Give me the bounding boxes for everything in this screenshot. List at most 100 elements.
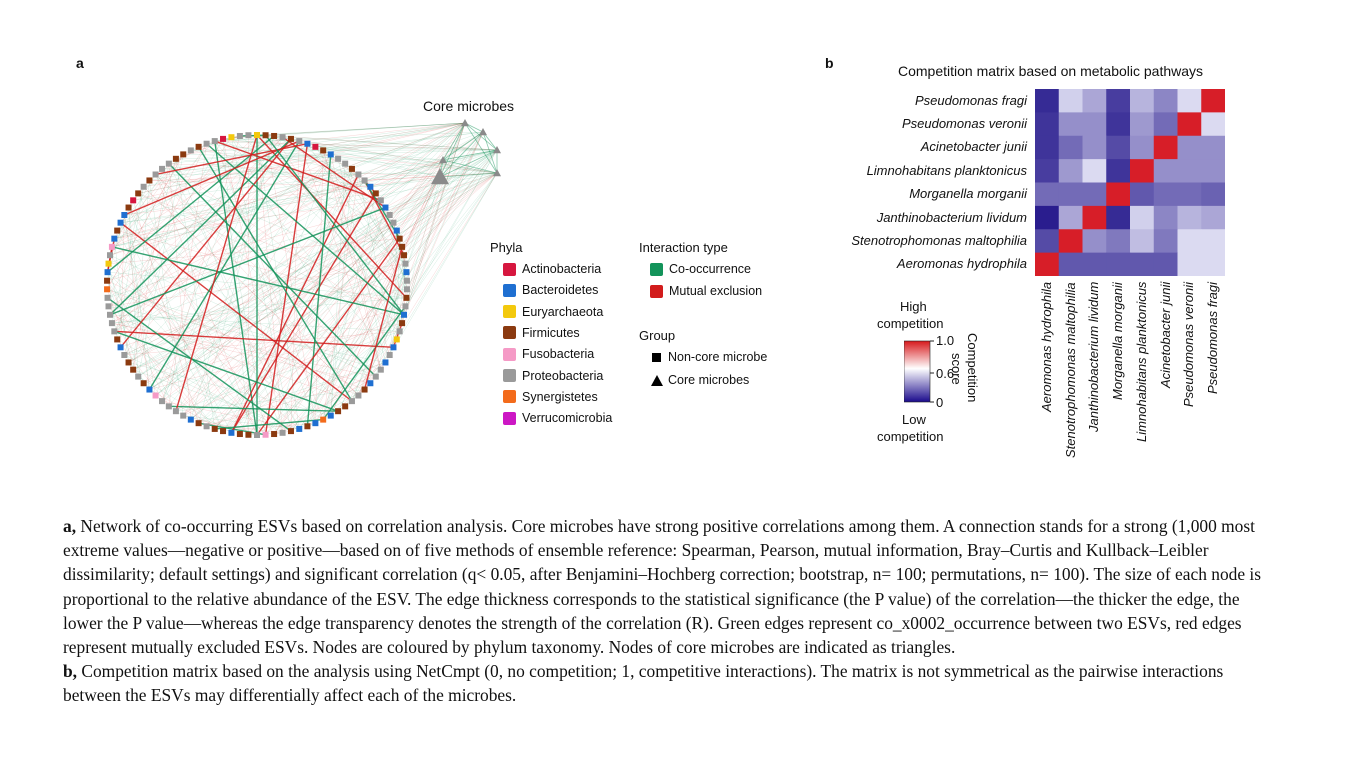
phylum-swatch	[503, 411, 516, 425]
network-edge	[307, 207, 386, 427]
network-edge	[370, 159, 444, 188]
network-edge	[168, 163, 192, 420]
network-edge	[265, 134, 498, 151]
network-edge	[124, 158, 177, 356]
heatmap-cell	[1153, 112, 1178, 137]
network-edge	[149, 389, 224, 432]
network-edge	[273, 131, 484, 435]
heatmap-cell	[1153, 89, 1178, 113]
network-edge	[206, 131, 484, 144]
heatmap-cell	[1035, 159, 1060, 183]
heatmap-cell	[1082, 182, 1107, 207]
network-edge	[214, 140, 359, 175]
network-edge	[107, 172, 498, 299]
network-edge	[149, 322, 403, 390]
network-node	[279, 134, 286, 141]
legend-low-competition: competition	[877, 429, 944, 444]
network-edge	[138, 154, 331, 194]
heatmap-cell	[1201, 112, 1225, 137]
network-edge	[107, 271, 324, 420]
network-edge	[214, 159, 444, 430]
network-edge	[406, 176, 441, 298]
network-edge	[315, 176, 441, 424]
network-node	[195, 420, 202, 427]
phylum-label: Bacteroidetes	[522, 283, 599, 298]
network-edge	[124, 214, 156, 396]
network-edge	[273, 376, 376, 435]
square-icon	[652, 352, 661, 362]
network-edge	[128, 362, 331, 416]
network-edge-strong	[111, 246, 405, 316]
network-edge	[231, 222, 394, 433]
network-node	[390, 219, 397, 226]
network-edge	[155, 149, 498, 396]
core-edge	[482, 131, 498, 174]
network-edge	[256, 134, 300, 429]
network-edge	[120, 154, 184, 223]
heatmap-cell	[1035, 229, 1060, 254]
interaction-legend-title: Interaction type	[639, 240, 728, 255]
heatmap-cell	[1153, 205, 1178, 230]
network-node	[236, 431, 243, 438]
network-edge	[155, 174, 300, 430]
network-node	[296, 138, 303, 145]
network-edge	[124, 172, 498, 356]
network-edge	[231, 137, 407, 299]
core-edge	[464, 122, 498, 151]
network-edge	[323, 122, 466, 151]
network-node	[312, 143, 319, 150]
heatmap-row-label: Morganella morganii	[909, 186, 1027, 202]
network-node	[140, 380, 147, 387]
heatmap-cell	[1177, 252, 1202, 276]
network-edge	[111, 297, 407, 324]
network-node	[403, 269, 410, 276]
caption-b: b, Competition matrix based on the analy…	[63, 659, 1283, 707]
network-node	[382, 204, 389, 211]
network-node	[320, 416, 327, 423]
heatmap-cell	[1201, 252, 1225, 276]
network-node	[262, 431, 269, 438]
network-edge	[168, 163, 441, 178]
heatmap-cell	[1153, 252, 1178, 276]
network-node	[327, 151, 334, 158]
network-edge	[206, 174, 359, 427]
heatmap-row-label: Pseudomonas veronii	[901, 116, 1027, 132]
network-edge	[143, 154, 331, 384]
heatmap-cell	[1035, 112, 1060, 137]
mutual-exclusion-label: Mutual exclusion	[669, 284, 763, 298]
legend-high-competition: competition	[877, 316, 944, 331]
network-edge	[138, 376, 232, 434]
network-node	[104, 294, 111, 301]
legend-low: Low	[902, 412, 926, 427]
network-edge-strong	[175, 134, 258, 412]
network-edge	[401, 122, 466, 324]
panel-b-letter: b	[825, 55, 834, 71]
network-edge	[114, 138, 224, 332]
phylum-label: Verrucomicrobia	[522, 411, 613, 426]
heatmap-column-label: Acinetobacter junii	[1157, 281, 1173, 388]
network-node	[403, 286, 410, 293]
network-edge	[222, 193, 376, 432]
network-edge	[149, 149, 498, 390]
network-node	[254, 432, 260, 438]
network-edge-strong	[120, 138, 292, 348]
network-edge	[155, 174, 376, 377]
network-node	[271, 132, 278, 139]
heatmap-cell	[1082, 89, 1107, 113]
network-node	[130, 197, 137, 204]
core-node	[493, 169, 501, 177]
network-node	[367, 183, 374, 190]
heatmap-cell	[1106, 252, 1131, 276]
heatmap-cell	[1177, 159, 1202, 183]
network-edge	[132, 180, 150, 370]
network-edge	[133, 263, 406, 370]
network-edge	[143, 230, 397, 384]
network-edge	[358, 272, 407, 396]
network-edge	[315, 122, 466, 148]
network-edge	[175, 174, 359, 412]
network-node	[211, 138, 218, 145]
network-edge	[108, 263, 300, 430]
network-edge	[274, 135, 498, 174]
network-edge	[111, 122, 466, 324]
network-node	[121, 352, 128, 359]
